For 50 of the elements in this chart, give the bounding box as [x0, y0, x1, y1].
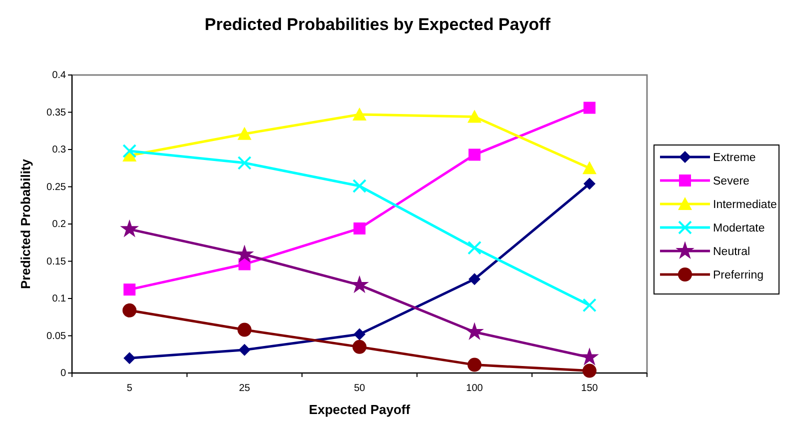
- y-tick-label: 0.3: [52, 144, 66, 156]
- legend-label: Neutral: [713, 246, 750, 258]
- point: [354, 222, 366, 234]
- legend-label: Intermediate: [713, 199, 777, 211]
- point: [238, 126, 252, 140]
- x-tick-label: 5: [126, 383, 133, 394]
- point: [582, 161, 596, 174]
- point: [468, 358, 482, 372]
- y-axis-title: Predicted Probability: [18, 158, 33, 290]
- point: [352, 107, 366, 120]
- y-tick-label: 0.35: [46, 107, 66, 118]
- point: [124, 352, 136, 364]
- legend-label: Preferring: [713, 270, 764, 282]
- point: [584, 102, 596, 114]
- y-tick-label: 0.4: [52, 70, 66, 81]
- y-tick-label: 0.25: [46, 182, 66, 193]
- x-tick-label: 50: [354, 383, 366, 394]
- point: [235, 244, 254, 263]
- point: [120, 219, 139, 238]
- point: [238, 344, 250, 356]
- y-tick-label: 0: [60, 368, 66, 379]
- point: [122, 144, 136, 158]
- y-tick-label: 0.2: [52, 219, 66, 230]
- point: [352, 179, 366, 194]
- y-tick-label: 0.1: [52, 294, 66, 304]
- legend-label: Modertate: [713, 222, 765, 234]
- y-tick-label: 0.15: [46, 256, 66, 268]
- point: [122, 303, 136, 318]
- point: [584, 178, 596, 190]
- x-tick-label: 150: [581, 383, 598, 394]
- point: [580, 347, 599, 366]
- point: [124, 284, 136, 296]
- point: [468, 273, 480, 286]
- point: [238, 156, 252, 170]
- chart-title: Predicted Probabilities by Expected Payoff: [204, 15, 551, 34]
- point: [582, 298, 596, 312]
- legend-label: Extreme: [713, 152, 756, 164]
- x-axis-title: Expected Payoff: [308, 402, 411, 417]
- point: [352, 340, 366, 354]
- point: [468, 148, 480, 161]
- x-tick-label: 100: [466, 383, 484, 394]
- point: [468, 240, 482, 255]
- point: [354, 328, 366, 340]
- point: [238, 322, 252, 337]
- point: [582, 364, 596, 378]
- x-tick-label: 25: [238, 383, 250, 394]
- point: [468, 110, 482, 123]
- y-tick-label: 0.05: [46, 330, 66, 342]
- point: [465, 322, 484, 340]
- legend-label: Severe: [713, 176, 750, 188]
